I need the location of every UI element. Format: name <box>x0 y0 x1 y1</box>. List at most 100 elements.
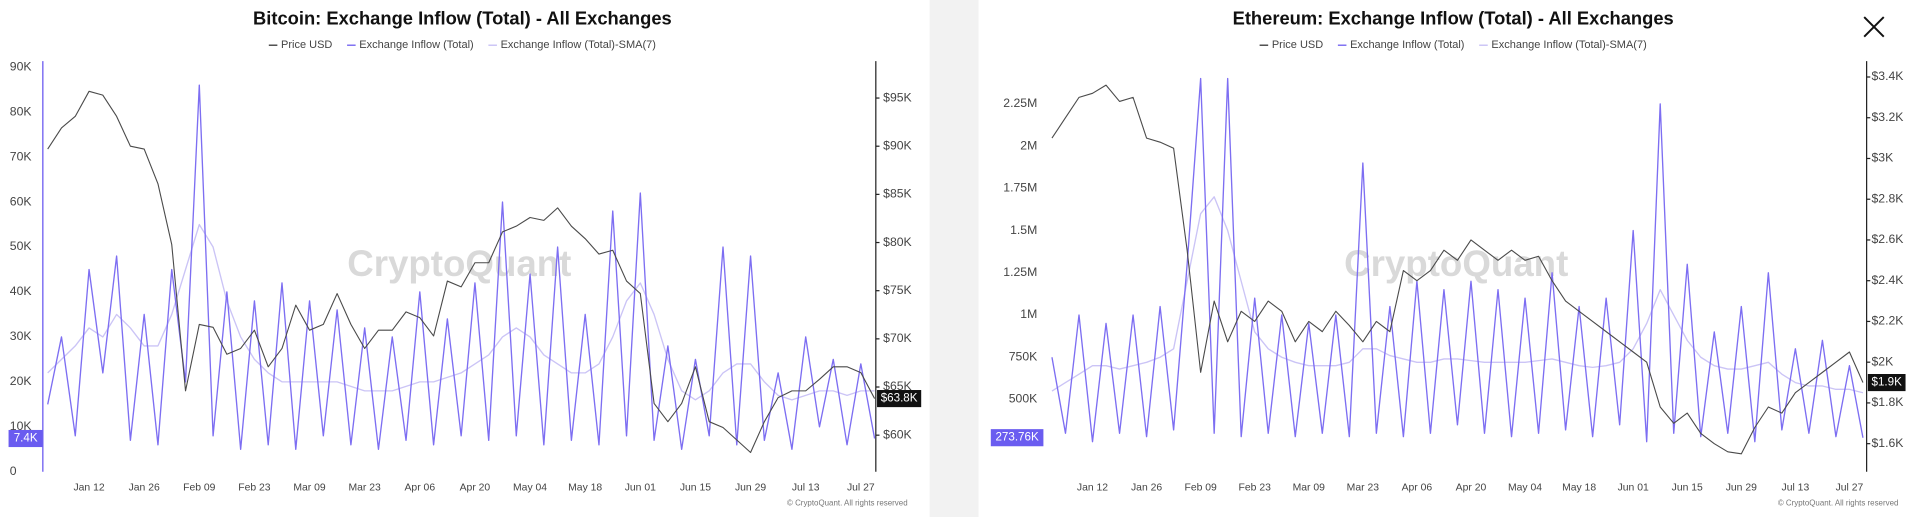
x-tick-label: Jul 13 <box>792 482 820 493</box>
x-tick-label: Apr 06 <box>1402 482 1433 493</box>
y-tick-label: 20K <box>10 374 33 388</box>
value-marker-label: 7.4K <box>14 432 38 445</box>
value-marker-label: $63.8K <box>881 392 918 405</box>
left-panel <box>0 0 930 517</box>
chart: Ethereum: Exchange Inflow (Total) - All … <box>990 7 1906 508</box>
y2-tick-label: $75K <box>883 283 912 297</box>
chart: Bitcoin: Exchange Inflow (Total) - All E… <box>8 7 922 508</box>
x-tick-label: May 18 <box>1562 482 1596 493</box>
x-tick-label: Jun 29 <box>735 482 766 493</box>
x-tick-label: Jun 01 <box>625 482 656 493</box>
x-tick-label: Feb 09 <box>1184 482 1217 493</box>
value-marker <box>877 390 922 408</box>
x-tick-label: Jan 12 <box>1077 482 1108 493</box>
series-line <box>47 223 875 401</box>
chart-title: Ethereum: Exchange Inflow (Total) - All … <box>1233 7 1674 28</box>
legend-label: Price USD <box>281 39 332 51</box>
x-tick-label: Mar 23 <box>1347 482 1380 493</box>
x-tick-label: Jun 15 <box>1672 482 1703 493</box>
legend-label: Exchange Inflow (Total)-SMA(7) <box>501 39 656 51</box>
x-tick-label: Mar 09 <box>1293 482 1326 493</box>
value-marker <box>990 429 1044 447</box>
x-tick-label: Jul 27 <box>1836 482 1864 493</box>
series-line <box>47 84 876 450</box>
y2-tick-label: $80K <box>883 235 912 249</box>
y-tick-label: 40K <box>10 284 33 298</box>
series-line <box>47 90 876 454</box>
y-tick-label: 10K <box>10 419 33 433</box>
x-tick-label: Apr 20 <box>1456 482 1487 493</box>
value-marker <box>1867 374 1906 392</box>
y-tick-label: 60K <box>10 194 33 208</box>
y-tick-label: 500K <box>1009 392 1038 406</box>
series-line <box>1051 84 1864 455</box>
legend-label: Price USD <box>1272 39 1323 51</box>
y-tick-label: 1.75M <box>1003 181 1037 195</box>
legend: Price USD Exchange Inflow (Total) Exchange… <box>1259 39 1647 51</box>
x-tick-label: Feb 09 <box>183 482 216 493</box>
y-tick-label: 1M <box>1020 307 1037 321</box>
y2-tick-label: $2.4K <box>1872 273 1905 287</box>
y2-tick-label: $2.2K <box>1872 314 1905 328</box>
y2-tick-label: $3K <box>1872 151 1895 165</box>
watermark: CryptoQuant <box>347 243 571 284</box>
y-tick-label: 2M <box>1020 138 1037 152</box>
y-tick-label: 80K <box>10 104 33 118</box>
footer: © CryptoQuant. All rights reserved <box>1778 499 1899 508</box>
x-tick-label: Jul 27 <box>847 482 875 493</box>
y-tick-label: 750K <box>1009 349 1038 363</box>
y2-tick-label: $60K <box>883 427 912 441</box>
y2-tick-label: $70K <box>883 331 912 345</box>
y-tick-label: 2.25M <box>1003 96 1037 110</box>
x-tick-label: Jan 12 <box>73 482 104 493</box>
x-tick-label: Jun 01 <box>1618 482 1649 493</box>
x-tick-label: Jan 26 <box>129 482 160 493</box>
y-tick-label: 90K <box>10 59 33 73</box>
right-panel <box>978 0 1918 517</box>
legend-label: Exchange Inflow (Total) <box>359 39 473 51</box>
y2-tick-label: $85K <box>883 187 912 201</box>
legend-label: Exchange Inflow (Total)-SMA(7) <box>1491 39 1646 51</box>
value-marker-label: $1.9K <box>1872 376 1903 389</box>
x-tick-label: Mar 23 <box>349 482 382 493</box>
y-tick-label: 0 <box>10 464 17 478</box>
x-tick-label: Mar 09 <box>293 482 326 493</box>
y-tick-label: 70K <box>10 149 33 163</box>
x-tick-label: Jun 29 <box>1726 482 1757 493</box>
close-button[interactable] <box>1863 16 1885 38</box>
x-tick-label: May 04 <box>513 482 547 493</box>
series-line <box>1051 196 1864 394</box>
y2-tick-label: $65K <box>883 379 912 393</box>
x-tick-label: Feb 23 <box>238 482 271 493</box>
x-tick-label: Feb 23 <box>1239 482 1272 493</box>
x-tick-label: Jan 26 <box>1131 482 1162 493</box>
y2-tick-label: $2K <box>1872 354 1895 368</box>
y-tick-label: 1.25M <box>1003 265 1037 279</box>
x-tick-label: May 18 <box>568 482 602 493</box>
footer: © CryptoQuant. All rights reserved <box>787 499 908 508</box>
x-tick-label: May 04 <box>1508 482 1542 493</box>
x-tick-label: Jun 15 <box>680 482 711 493</box>
y-tick-label: 30K <box>10 329 33 343</box>
x-tick-label: Jul 13 <box>1782 482 1810 493</box>
legend-label: Exchange Inflow (Total) <box>1350 39 1464 51</box>
y2-tick-label: $2.8K <box>1872 191 1905 205</box>
x-tick-label: Apr 06 <box>405 482 436 493</box>
y2-tick-label: $90K <box>883 138 912 152</box>
y-tick-label: 1.5M <box>1010 223 1037 237</box>
y2-tick-label: $95K <box>883 90 912 104</box>
legend: Price USD Exchange Inflow (Total) Exchange… <box>268 39 656 51</box>
value-marker <box>8 429 43 448</box>
y2-tick-label: $2.6K <box>1872 232 1905 246</box>
watermark: CryptoQuant <box>1344 243 1568 284</box>
y2-tick-label: $1.8K <box>1872 395 1905 409</box>
y2-tick-label: $3.2K <box>1872 110 1905 124</box>
series-line <box>1051 77 1864 443</box>
x-tick-label: Apr 20 <box>460 482 491 493</box>
y2-tick-label: $3.4K <box>1872 69 1905 83</box>
value-marker-label: 273.76K <box>995 431 1039 444</box>
y2-tick-label: $1.6K <box>1872 436 1905 450</box>
chart-title: Bitcoin: Exchange Inflow (Total) - All E… <box>253 7 672 28</box>
y-tick-label: 50K <box>10 239 33 253</box>
